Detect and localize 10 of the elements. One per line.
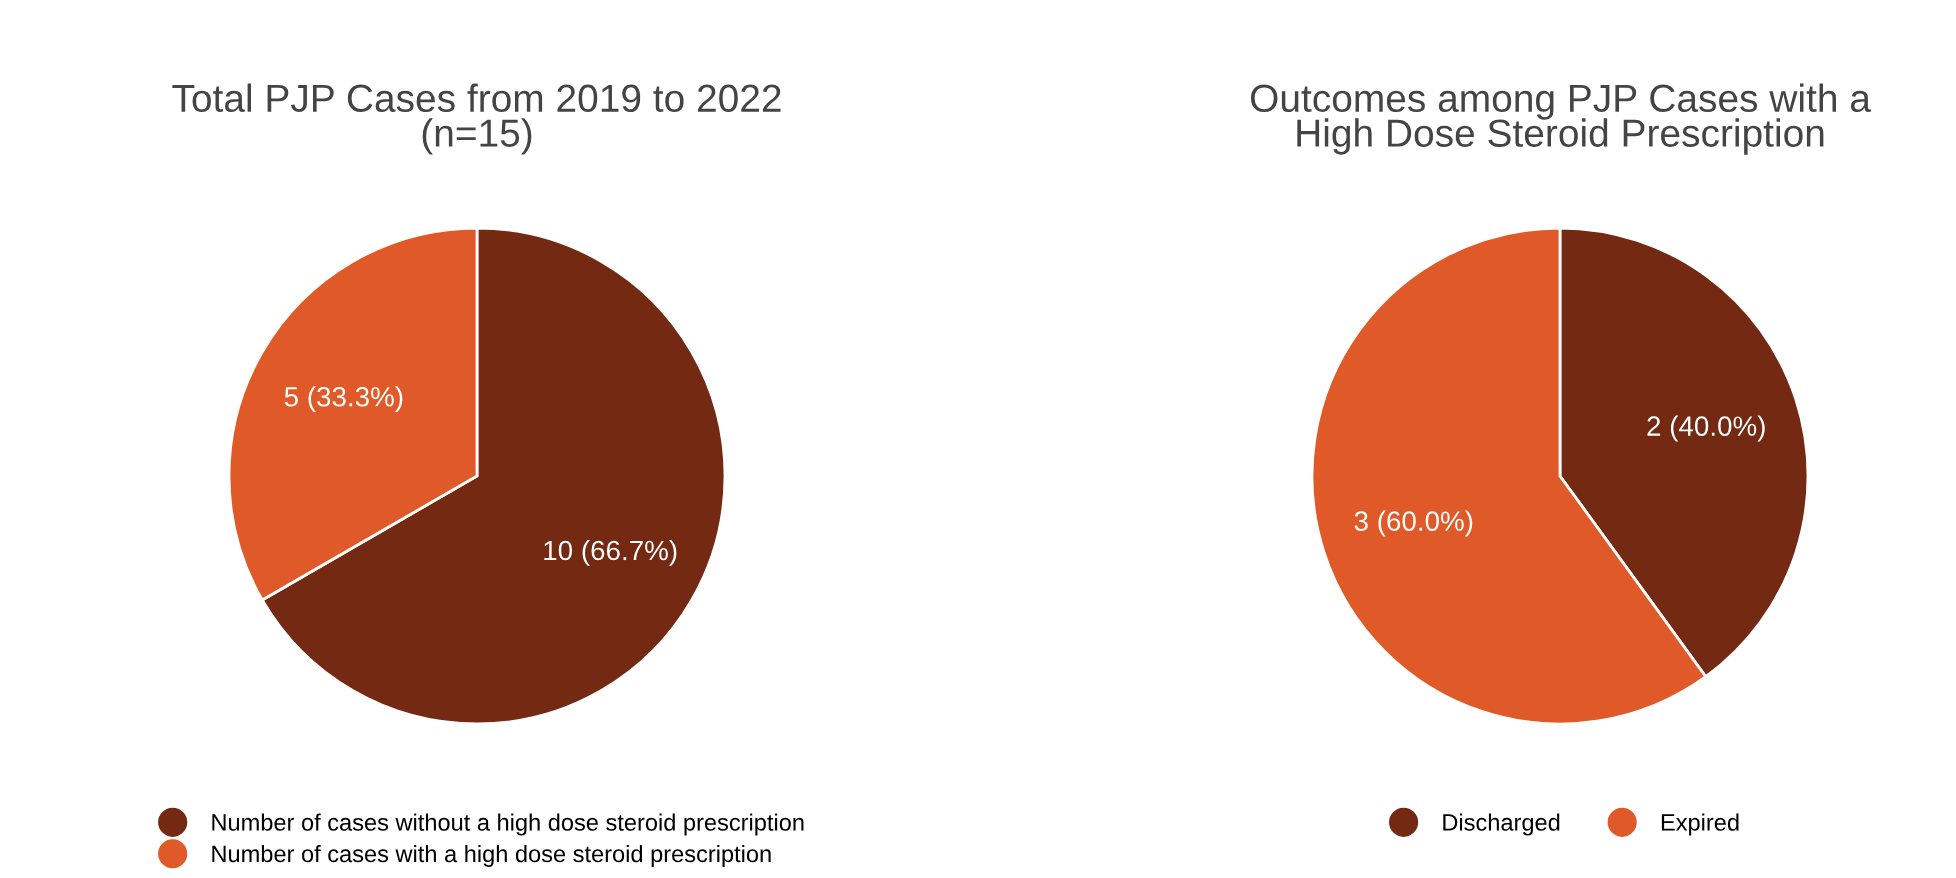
chart-title: Outcomes among PJP Cases with a High Dose Steroid Prescription — [1250, 83, 1871, 155]
data-label: 3 (60.0%) — [1354, 510, 1473, 537]
legend-label: Discharged — [1443, 813, 1560, 836]
chart-title: Total PJP Cases from 2019 to 2022 (n=15) — [172, 83, 781, 155]
legend-label: Number of cases with a high dose steroid prescription — [212, 844, 771, 867]
data-label: 10 (66.7%) — [544, 539, 677, 566]
legend-label: Number of cases without a high dose steroid prescription — [212, 813, 804, 836]
data-label: 2 (40.0%) — [1647, 415, 1765, 442]
data-label: 5 (33.3%) — [284, 386, 403, 413]
legend-label: Expired — [1661, 813, 1739, 836]
